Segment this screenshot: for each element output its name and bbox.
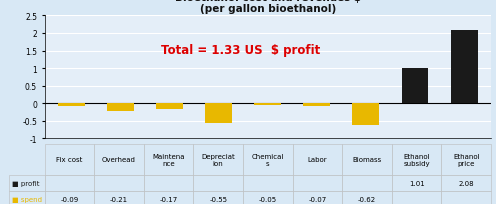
Bar — [402, 68, 429, 104]
Bar — [107, 104, 134, 111]
Bar — [205, 104, 232, 123]
Bar — [254, 104, 281, 105]
Bar — [156, 104, 183, 110]
Title: Bioethanol cost and revenues $
(per gallon bioethanol): Bioethanol cost and revenues $ (per gall… — [175, 0, 361, 14]
Bar — [450, 31, 478, 104]
Bar — [353, 104, 379, 125]
Bar — [58, 104, 85, 107]
Bar — [304, 104, 330, 106]
Text: Total = 1.33 US  $ profit: Total = 1.33 US $ profit — [161, 44, 321, 57]
